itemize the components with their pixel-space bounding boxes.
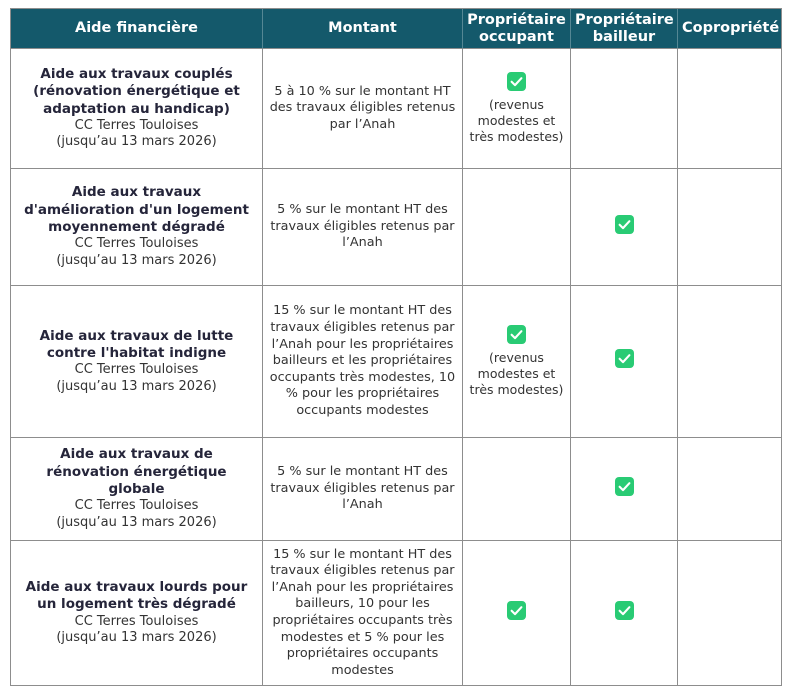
checkmark-icon [614, 476, 634, 496]
proprietaire-bailleur-cell [571, 49, 678, 169]
aide-validite: (jusqu’au 13 mars 2026) [56, 378, 217, 394]
montant-cell: 15 % sur le montant HT des travaux éligi… [263, 286, 463, 438]
header-row: Aide financière Montant Propriétaire occ… [11, 9, 782, 49]
aide-title: Aide aux travaux lourds pour un logement… [25, 579, 248, 613]
proprietaire-occupant-cell [463, 438, 571, 541]
aide-title: Aide aux travaux couplés (rénovation éne… [33, 65, 240, 117]
checkmark-icon [507, 324, 526, 344]
aide-validite: (jusqu’au 13 mars 2026) [56, 134, 217, 150]
copropriete-cell [678, 438, 782, 541]
aide-cell: Aide aux travaux lourds pour un logement… [11, 541, 263, 686]
aide-organisme: CC Terres Touloises [74, 613, 199, 629]
aide-organisme: CC Terres Touloises [74, 498, 199, 514]
aide-cell: Aide aux travaux couplés (rénovation éne… [11, 49, 263, 169]
table-row: Aide aux travaux couplés (rénovation éne… [11, 49, 782, 169]
col-header-proprietaire-occupant: Propriétaire occupant [463, 9, 571, 49]
copropriete-cell [678, 541, 782, 686]
aide-title: Aide aux travaux d'amélioration d'un log… [24, 184, 249, 235]
aide-title: Aide aux travaux de lutte contre l'habit… [39, 327, 234, 361]
aide-cell: Aide aux travaux de rénovation énergétiq… [11, 438, 263, 541]
aide-organisme: CC Terres Touloises [74, 117, 199, 133]
copropriete-cell [678, 286, 782, 438]
aide-cell: Aide aux travaux d'amélioration d'un log… [11, 169, 263, 286]
aides-financieres-table: Aide financière Montant Propriétaire occ… [10, 8, 782, 686]
proprietaire-occupant-cell: (revenus modestes et très modestes) [463, 49, 571, 169]
proprietaire-bailleur-cell [571, 541, 678, 686]
table-row: Aide aux travaux lourds pour un logement… [11, 541, 782, 686]
aide-organisme: CC Terres Touloises [74, 236, 199, 252]
check-note: (revenus modestes et très modestes) [469, 96, 564, 145]
aide-title: Aide aux travaux de rénovation énergétiq… [46, 446, 227, 497]
aide-validite: (jusqu’au 13 mars 2026) [56, 630, 217, 646]
table-row: Aide aux travaux de rénovation énergétiq… [11, 438, 782, 541]
proprietaire-occupant-cell [463, 169, 571, 286]
table-row: Aide aux travaux de lutte contre l'habit… [11, 286, 782, 438]
checkmark-icon [614, 214, 634, 234]
aide-organisme: CC Terres Touloises [74, 362, 199, 378]
table-row: Aide aux travaux d'amélioration d'un log… [11, 169, 782, 286]
proprietaire-occupant-cell [463, 541, 571, 686]
check-note: (revenus modestes et très modestes) [469, 349, 564, 398]
aide-cell: Aide aux travaux de lutte contre l'habit… [11, 286, 263, 438]
checkmark-icon [614, 349, 634, 368]
col-header-aide-financiere: Aide financière [11, 9, 263, 49]
montant-cell: 5 % sur le montant HT des travaux éligib… [263, 438, 463, 541]
montant-cell: 5 % sur le montant HT des travaux éligib… [263, 169, 463, 286]
checkmark-icon [507, 71, 526, 91]
checkmark-icon [614, 600, 634, 620]
copropriete-cell [678, 49, 782, 169]
proprietaire-occupant-cell: (revenus modestes et très modestes) [463, 286, 571, 438]
copropriete-cell [678, 169, 782, 286]
aide-validite: (jusqu’au 13 mars 2026) [56, 514, 217, 530]
montant-cell: 15 % sur le montant HT des travaux éligi… [263, 541, 463, 686]
proprietaire-bailleur-cell [571, 286, 678, 438]
proprietaire-bailleur-cell [571, 169, 678, 286]
col-header-montant: Montant [263, 9, 463, 49]
montant-cell: 5 à 10 % sur le montant HT des travaux é… [263, 49, 463, 169]
col-header-proprietaire-bailleur: Propriétaire bailleur [571, 9, 678, 49]
proprietaire-bailleur-cell [571, 438, 678, 541]
aide-validite: (jusqu’au 13 mars 2026) [56, 252, 217, 268]
checkmark-icon [507, 600, 526, 620]
col-header-copropriete: Copropriété [678, 9, 782, 49]
